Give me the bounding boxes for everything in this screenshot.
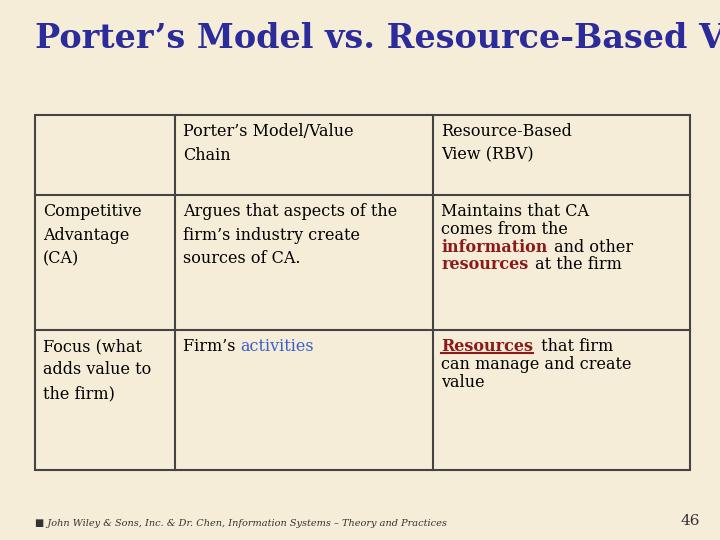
Text: Focus (what
adds value to
the firm): Focus (what adds value to the firm)	[43, 338, 151, 402]
Text: Maintains that CA: Maintains that CA	[441, 203, 589, 220]
Text: 46: 46	[680, 514, 700, 528]
Text: ■ John Wiley & Sons, Inc. & Dr. Chen, Information Systems – Theory and Practices: ■ John Wiley & Sons, Inc. & Dr. Chen, In…	[35, 519, 447, 528]
Text: Competitive
Advantage
(CA): Competitive Advantage (CA)	[43, 203, 142, 267]
Text: that firm: that firm	[536, 338, 613, 355]
Text: Resource-Based
View (RBV): Resource-Based View (RBV)	[441, 123, 572, 164]
Text: Porter’s Model vs. Resource-Based View: Porter’s Model vs. Resource-Based View	[35, 22, 720, 55]
Text: comes from the: comes from the	[441, 221, 568, 238]
Text: Argues that aspects of the
firm’s industry create
sources of CA.: Argues that aspects of the firm’s indust…	[183, 203, 397, 267]
Text: value: value	[441, 374, 485, 390]
Text: Firm’s: Firm’s	[183, 338, 240, 355]
Bar	[35, 115, 690, 470]
Text: Porter’s Model/Value
Chain: Porter’s Model/Value Chain	[183, 123, 354, 164]
Text: can manage and create: can manage and create	[441, 356, 631, 373]
Text: at the firm: at the firm	[530, 256, 622, 273]
Text: activities: activities	[240, 338, 314, 355]
Text: Resources: Resources	[441, 338, 533, 355]
Text: and other: and other	[549, 239, 634, 255]
Text: resources: resources	[441, 256, 528, 273]
Text: information: information	[441, 239, 547, 255]
